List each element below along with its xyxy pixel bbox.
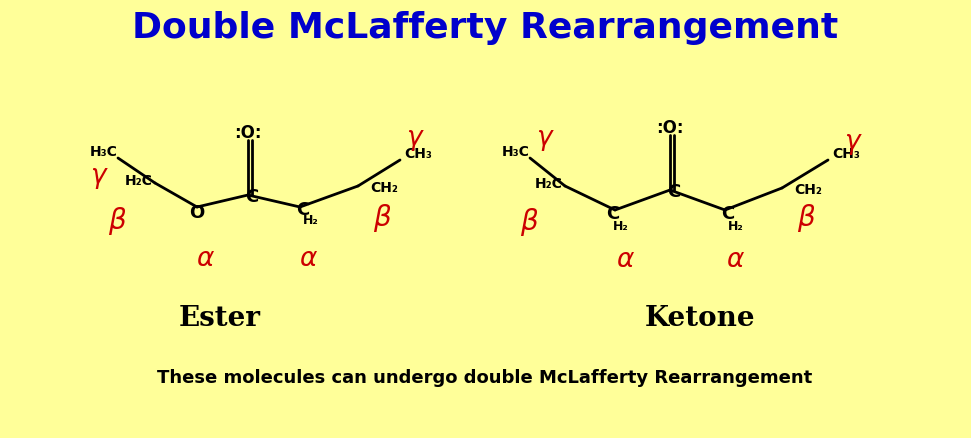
Text: O: O (189, 204, 205, 222)
Text: CH₃: CH₃ (832, 147, 860, 161)
Text: α: α (726, 247, 744, 273)
Text: C: C (296, 201, 310, 219)
Text: H₃C: H₃C (502, 145, 530, 159)
Text: γ: γ (536, 125, 552, 151)
Text: Ester: Ester (179, 304, 261, 332)
Text: C: C (246, 188, 258, 206)
Text: C: C (667, 183, 681, 201)
Text: β: β (797, 204, 815, 232)
Text: γ: γ (406, 125, 421, 151)
Text: α: α (299, 246, 317, 272)
Text: α: α (196, 246, 214, 272)
Text: H₂C: H₂C (125, 174, 153, 188)
Text: H₃C: H₃C (90, 145, 118, 159)
Text: H₂: H₂ (613, 219, 629, 233)
Text: C: C (606, 205, 619, 223)
Text: These molecules can undergo double McLafferty Rearrangement: These molecules can undergo double McLaf… (157, 369, 813, 387)
Text: CH₂: CH₂ (370, 181, 398, 195)
Text: α: α (617, 247, 634, 273)
Text: γ: γ (90, 163, 106, 189)
Text: Ketone: Ketone (645, 304, 755, 332)
Text: H₂: H₂ (728, 219, 744, 233)
Text: β: β (373, 204, 391, 232)
Text: H₂: H₂ (303, 215, 318, 227)
Text: β: β (520, 208, 538, 236)
Text: :O:: :O: (656, 119, 684, 137)
Text: γ: γ (844, 129, 859, 155)
Text: :O:: :O: (234, 124, 262, 142)
Text: Double McLafferty Rearrangement: Double McLafferty Rearrangement (132, 11, 838, 45)
Text: CH₃: CH₃ (404, 147, 432, 161)
Text: H₂C: H₂C (535, 177, 563, 191)
Text: CH₂: CH₂ (794, 183, 821, 197)
Text: β: β (108, 207, 126, 235)
Text: C: C (721, 205, 735, 223)
